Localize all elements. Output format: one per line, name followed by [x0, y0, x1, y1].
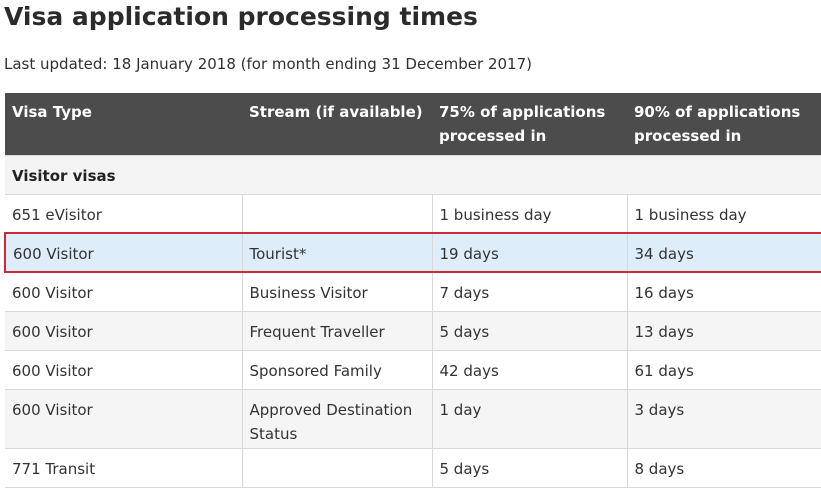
table-row-highlighted: 600 Visitor Tourist* 19 days 34 days — [4, 232, 821, 273]
p90-cell: 61 days — [626, 350, 821, 390]
p90-cell: 16 days — [626, 272, 821, 312]
visa-type-cell: 600 Visitor — [5, 272, 242, 312]
p75-cell: 42 days — [431, 350, 627, 390]
table-header-row: Visa Type Stream (if available) 75% of a… — [5, 93, 821, 156]
p75-cell: 5 days — [431, 448, 627, 488]
p90-cell: 1 business day — [626, 194, 821, 234]
stream-cell — [241, 448, 432, 488]
p75-cell: 1 day — [431, 389, 627, 449]
stream-cell: Tourist* — [241, 232, 432, 273]
header-visa-type: Visa Type — [5, 93, 242, 156]
p90-cell: 3 days — [626, 389, 821, 449]
table-row: 600 Visitor Sponsored Family 42 days 61 … — [5, 350, 821, 390]
header-stream: Stream (if available) — [242, 93, 432, 156]
stream-cell: Frequent Traveller — [241, 311, 432, 351]
p90-cell: 8 days — [626, 448, 821, 488]
visa-type-cell: 600 Visitor — [5, 350, 242, 390]
visa-type-cell: 600 Visitor — [5, 389, 242, 449]
table-row: 651 eVisitor 1 business day 1 business d… — [5, 194, 821, 234]
table-row: 771 Transit 5 days 8 days — [5, 448, 821, 488]
stream-cell: Sponsored Family — [241, 350, 432, 390]
p75-cell: 5 days — [431, 311, 627, 351]
visa-type-cell: 771 Transit — [5, 448, 242, 488]
p90-cell: 34 days — [626, 232, 821, 273]
table-row: 600 Visitor Business Visitor 7 days 16 d… — [5, 272, 821, 312]
table-row: 600 Visitor Frequent Traveller 5 days 13… — [5, 311, 821, 351]
visa-type-cell: 600 Visitor — [4, 232, 242, 273]
visa-type-cell: 651 eVisitor — [5, 194, 242, 234]
stream-cell — [241, 194, 432, 234]
p75-cell: 7 days — [431, 272, 627, 312]
header-90-percent: 90% of applications processed in — [627, 93, 821, 156]
page-title: Visa application processing times — [4, 2, 478, 31]
table-row: 600 Visitor Approved Destination Status … — [5, 389, 821, 449]
header-75-percent: 75% of applications processed in — [432, 93, 627, 156]
last-updated-text: Last updated: 18 January 2018 (for month… — [4, 55, 532, 73]
stream-cell: Business Visitor — [241, 272, 432, 312]
p75-cell: 1 business day — [431, 194, 627, 234]
visa-type-cell: 600 Visitor — [5, 311, 242, 351]
p90-cell: 13 days — [626, 311, 821, 351]
stream-cell: Approved Destination Status — [241, 389, 432, 449]
p75-cell: 19 days — [431, 232, 627, 273]
group-label: Visitor visas — [5, 155, 821, 195]
group-row-visitor-visas: Visitor visas — [5, 155, 821, 195]
processing-times-table: Visa Type Stream (if available) 75% of a… — [4, 93, 821, 488]
